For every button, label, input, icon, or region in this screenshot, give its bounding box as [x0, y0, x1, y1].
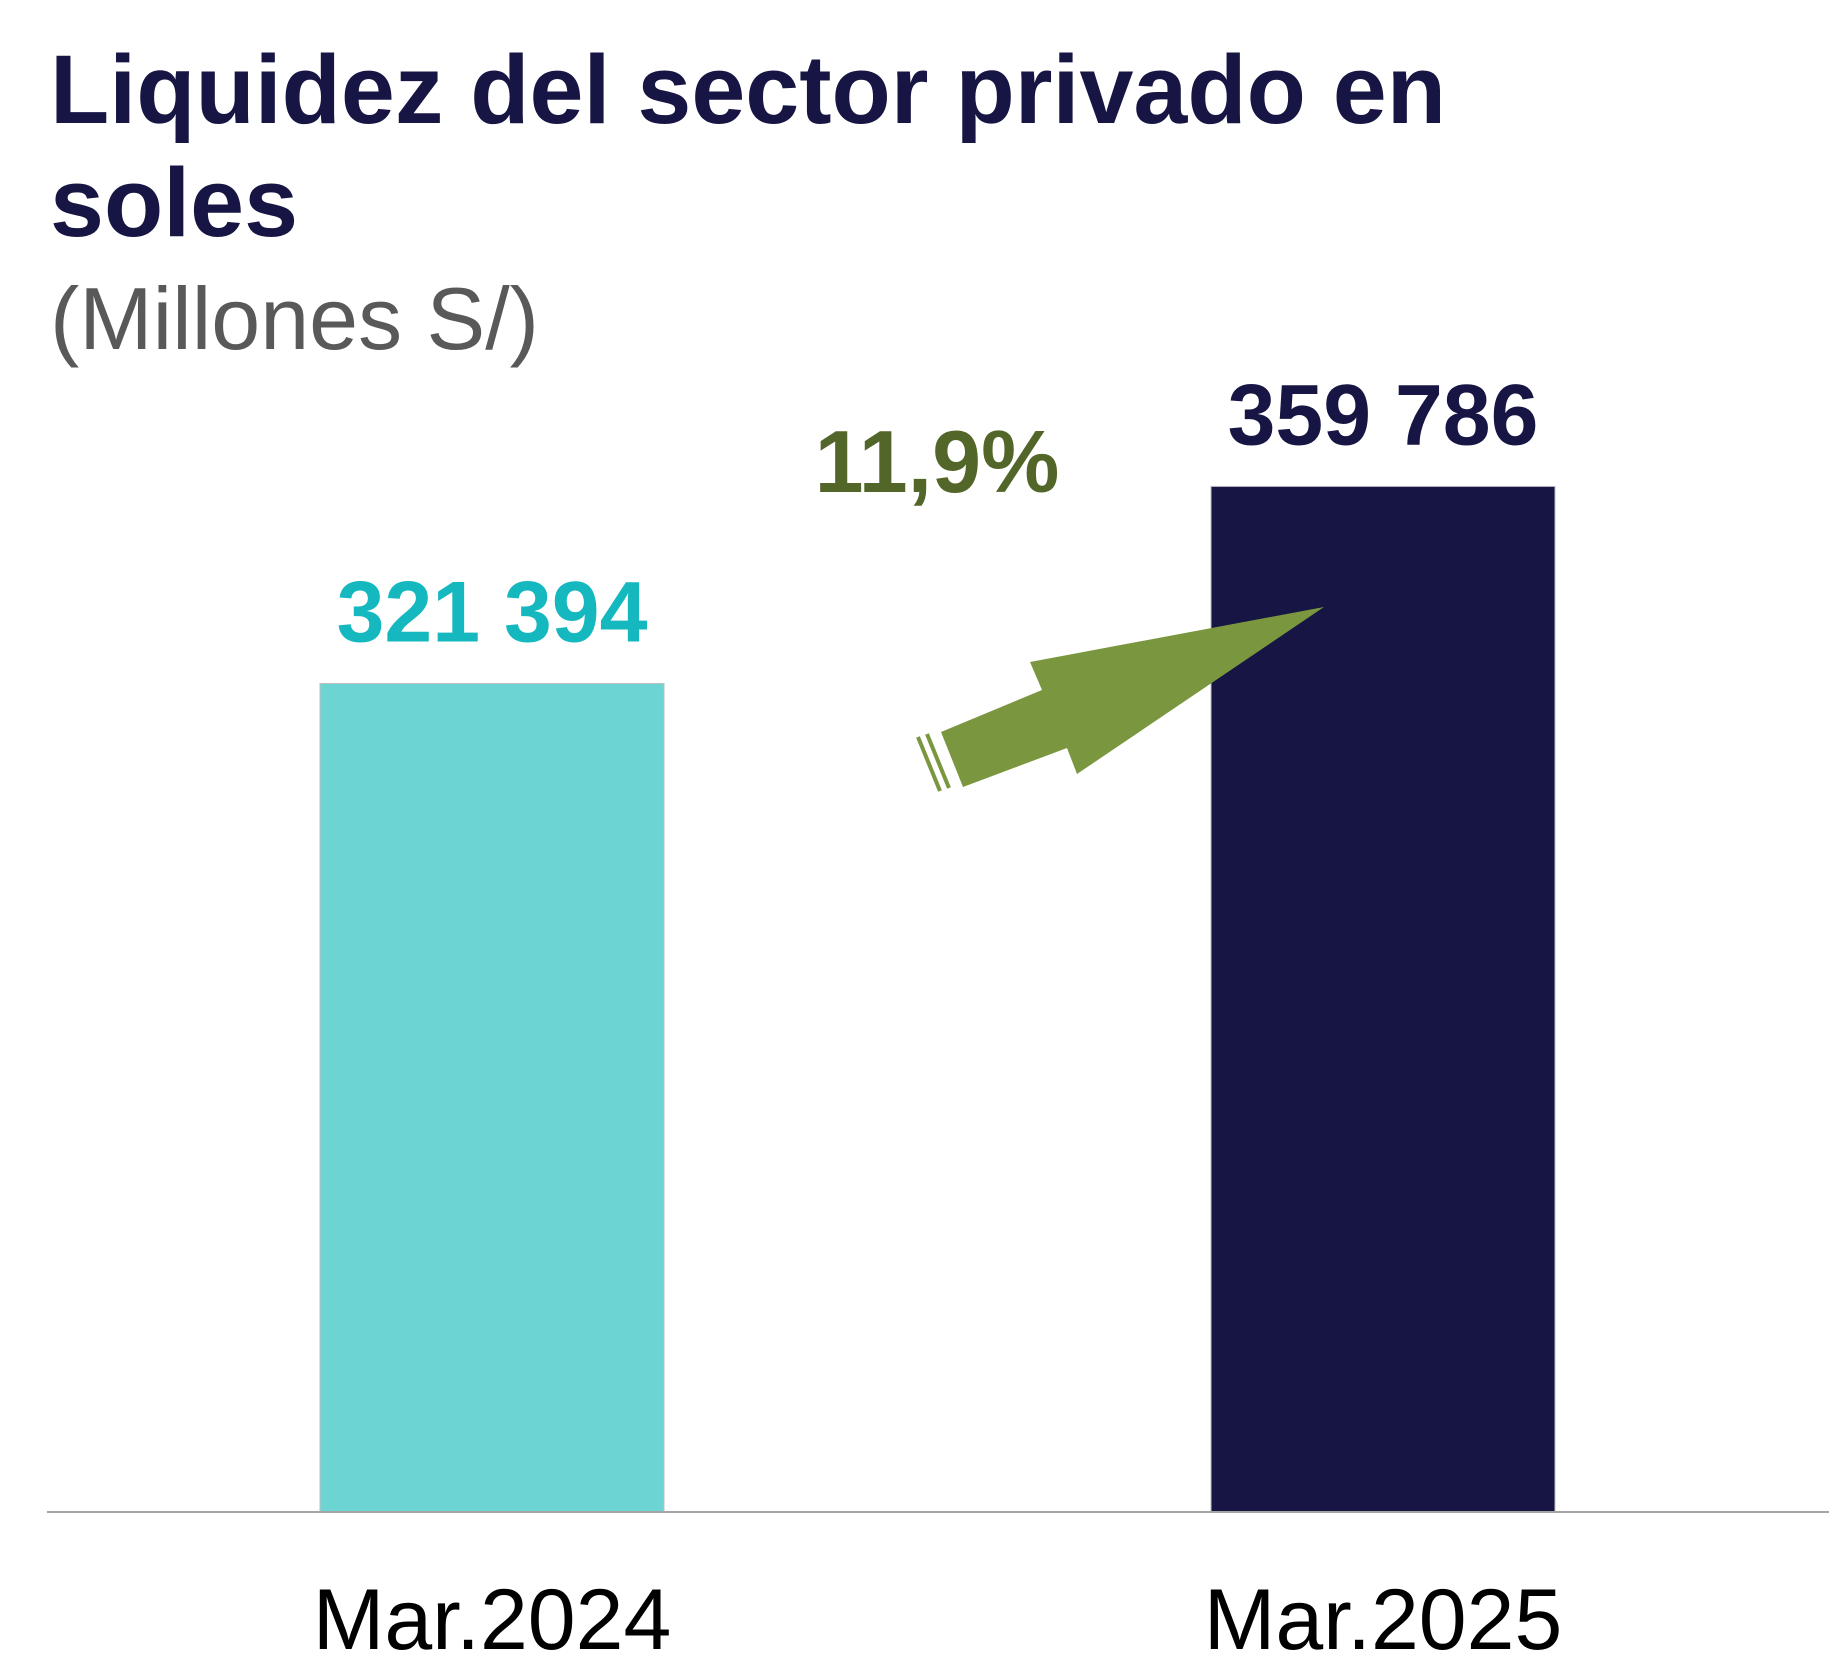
growth-label: 11,9%: [815, 412, 1060, 511]
chart-title-line-2: soles: [50, 148, 298, 257]
arrow-tail-stripe: [925, 733, 951, 789]
value-label: 321 394: [337, 565, 648, 661]
x-tick-label: Mar.2025: [1204, 1572, 1563, 1664]
chart-title-line-1: Liquidez del sector privado en: [50, 35, 1446, 144]
growth-arrow-icon: [941, 607, 1324, 787]
growth-annotation: 11,9%: [815, 412, 1324, 792]
bar-mar-2024: [319, 683, 665, 1513]
bar-mar-2025: [1210, 485, 1556, 1513]
value-label: 359 786: [1228, 367, 1539, 463]
chart-subtitle: (Millones S/): [50, 269, 539, 368]
arrow-tail-stripe: [916, 736, 942, 792]
x-tick-label: Mar.2024: [313, 1572, 672, 1664]
